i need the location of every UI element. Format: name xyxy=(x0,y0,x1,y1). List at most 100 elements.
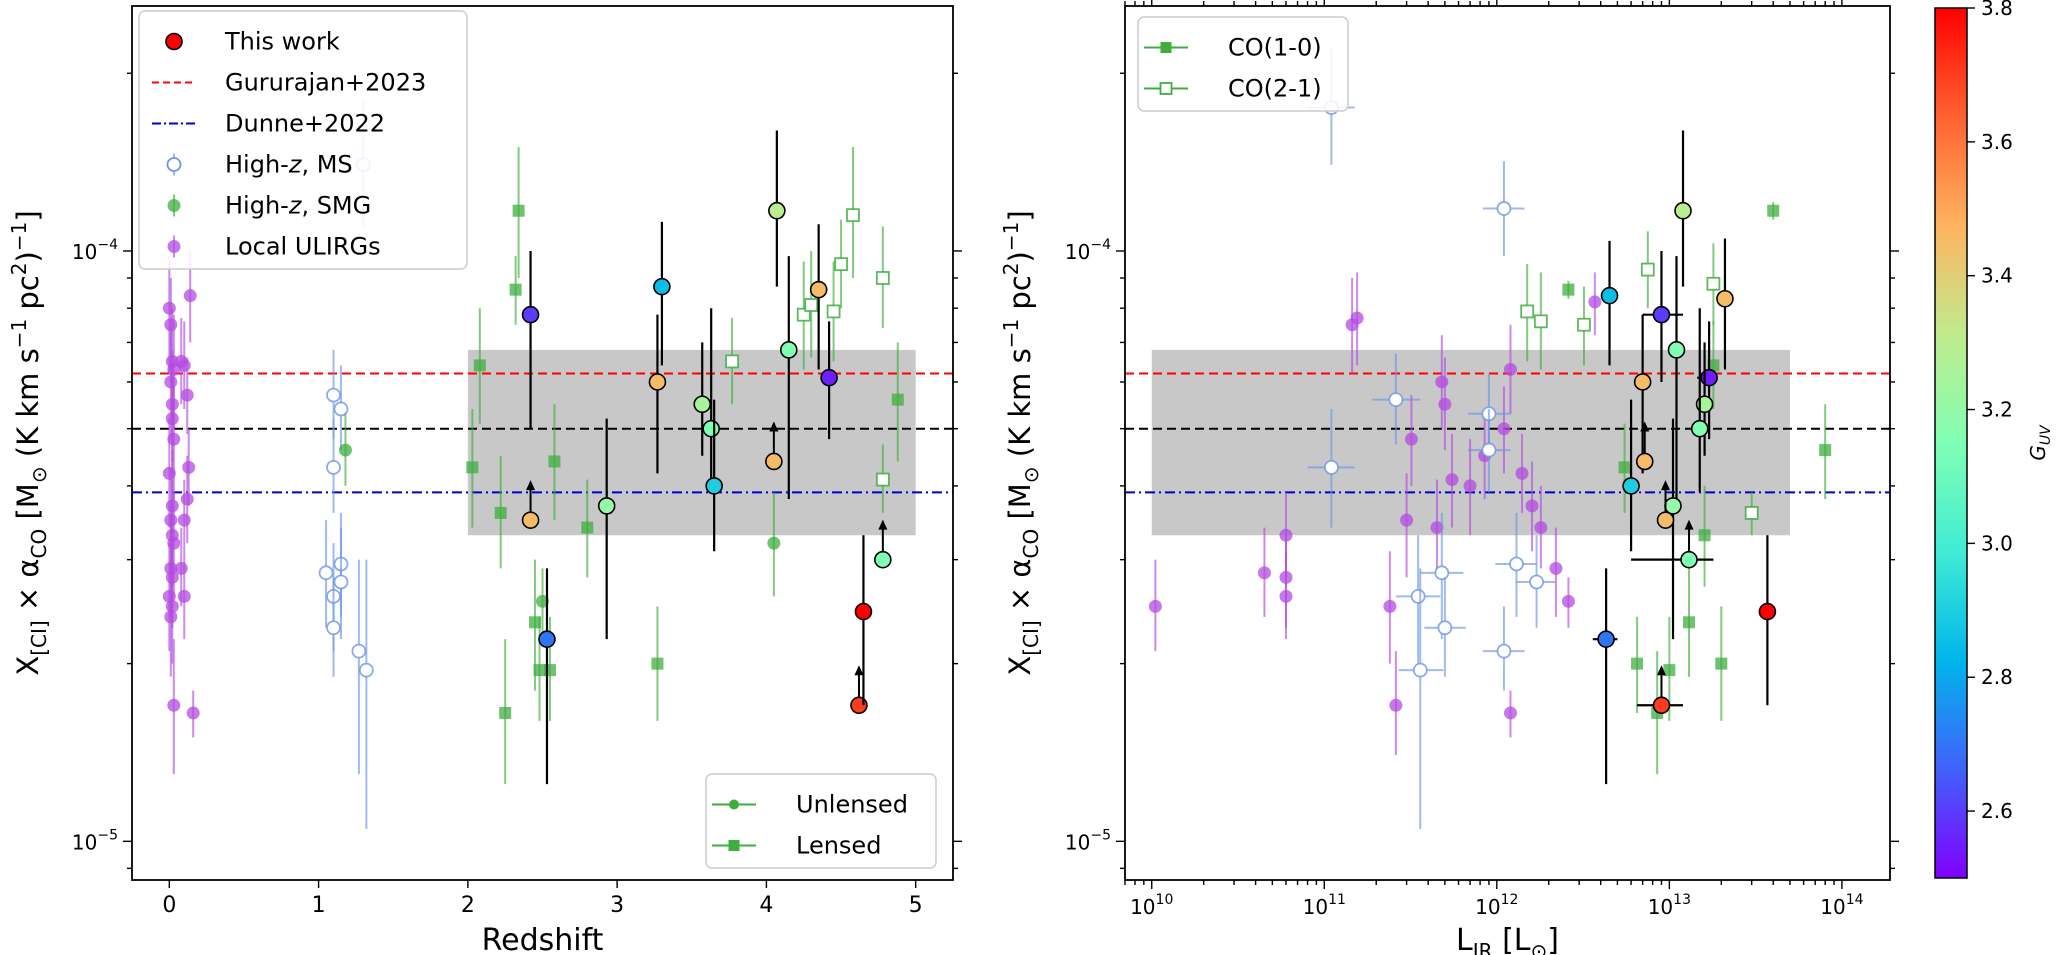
x-axis-label: Redshift xyxy=(482,923,604,955)
colorbar-tick-label: 3.2 xyxy=(1981,398,2013,422)
legend-label-suffix: , MS xyxy=(301,151,352,179)
data-point xyxy=(499,706,512,719)
label-part: ] xyxy=(1547,923,1559,955)
colorbar-tick-label: 3.0 xyxy=(1981,531,2013,555)
plot-area xyxy=(1125,48,1890,829)
x-tick-label: 1010 xyxy=(1130,892,1173,919)
data-point xyxy=(529,616,542,629)
x-tick-base: 10 xyxy=(1648,895,1673,919)
y-tick-label: 10−5 xyxy=(1065,827,1111,854)
data-point xyxy=(1350,311,1364,325)
data-point xyxy=(1383,599,1397,613)
data-point xyxy=(183,289,197,303)
label-part: [M xyxy=(1003,483,1037,529)
legend-marker xyxy=(167,240,181,253)
series xyxy=(1307,48,1556,829)
data-point xyxy=(1549,561,1563,575)
label-part: L xyxy=(1456,923,1473,955)
legend-label-suffix: , SMG xyxy=(301,192,371,220)
x-tick-label: 1011 xyxy=(1303,892,1346,919)
data-point xyxy=(768,201,786,220)
legend-item: Lensed xyxy=(712,832,881,860)
legend: Unlensed Lensed xyxy=(705,773,937,869)
data-point xyxy=(351,643,367,659)
data-point xyxy=(1618,461,1631,474)
legend-item: High-z, MS xyxy=(166,151,353,179)
series xyxy=(1520,231,1759,536)
y-tick-base: 10 xyxy=(1065,830,1090,854)
legend-item: This work xyxy=(165,28,340,56)
data-point xyxy=(326,620,341,636)
data-point xyxy=(1680,550,1698,569)
y-tick-base: 10 xyxy=(72,240,97,264)
y-tick-exponent: −5 xyxy=(97,827,118,843)
label-part: IR xyxy=(1473,939,1493,955)
data-point xyxy=(809,280,828,299)
legend-item: Dunne+2022 xyxy=(152,110,385,138)
data-point xyxy=(1404,432,1418,446)
label-part: ) xyxy=(11,251,45,262)
series xyxy=(338,413,781,640)
data-point xyxy=(693,395,712,414)
label-part: X xyxy=(1003,656,1037,676)
x-axis-label: LIR [L⊙] xyxy=(1456,923,1559,955)
legend-marker xyxy=(1159,82,1173,95)
series xyxy=(1592,130,1777,785)
label-part: ) xyxy=(1003,251,1037,262)
data-point xyxy=(164,375,178,389)
x-tick-base: 10 xyxy=(1303,895,1328,919)
data-point xyxy=(1389,698,1403,712)
label-part: −1 xyxy=(999,319,1023,348)
data-point xyxy=(1656,511,1675,529)
x-tick-base: 10 xyxy=(1130,895,1155,919)
legend-marker xyxy=(165,32,183,51)
y-ticks xyxy=(123,72,962,870)
data-point xyxy=(1503,362,1517,376)
data-point xyxy=(1410,588,1426,604)
data-point xyxy=(1529,574,1544,590)
data-point xyxy=(1716,289,1734,308)
label-part: ] xyxy=(1003,210,1037,221)
limit-arrow-head xyxy=(1661,480,1671,491)
legend-box xyxy=(705,773,937,869)
data-point xyxy=(318,565,334,581)
legend-marker xyxy=(166,157,182,172)
data-point xyxy=(338,443,352,457)
data-point xyxy=(653,277,671,296)
data-point xyxy=(1533,314,1548,329)
colorbar: 2.6 2.8 3.0 3.2 3.4 3.6 3.8 GUV xyxy=(1934,0,2054,879)
data-point xyxy=(1463,479,1477,493)
data-point xyxy=(1597,630,1615,648)
axes-frame xyxy=(131,5,954,881)
data-point xyxy=(651,657,664,670)
data-point xyxy=(1496,201,1512,216)
legend-label-text: High- xyxy=(225,151,289,179)
data-point xyxy=(597,497,616,515)
limit-arrow-head xyxy=(1640,421,1650,432)
data-point xyxy=(1509,556,1524,572)
legend-marker xyxy=(728,840,740,851)
data-point xyxy=(1588,295,1602,309)
data-point xyxy=(164,610,178,624)
label-part: −1 xyxy=(999,222,1023,251)
data-point xyxy=(180,492,194,506)
data-point xyxy=(834,257,848,272)
data-point xyxy=(1148,599,1162,613)
label-part: [M xyxy=(11,483,45,529)
x-ticks xyxy=(168,880,917,888)
limit-arrow-head xyxy=(1656,665,1666,676)
data-point xyxy=(1438,397,1452,411)
data-point xyxy=(1652,305,1671,324)
x-tick-exponent: 14 xyxy=(1846,892,1864,908)
data-point xyxy=(1515,466,1529,480)
label-part: × α xyxy=(11,558,45,620)
data-point xyxy=(1400,513,1414,527)
label-part: CO xyxy=(27,529,51,559)
x-tick-label: 1 xyxy=(312,893,326,918)
data-point xyxy=(725,354,739,369)
y-tick-label: 10−5 xyxy=(72,827,118,854)
data-point xyxy=(1525,499,1539,513)
data-point xyxy=(326,459,341,475)
legend-label: This work xyxy=(224,28,340,56)
